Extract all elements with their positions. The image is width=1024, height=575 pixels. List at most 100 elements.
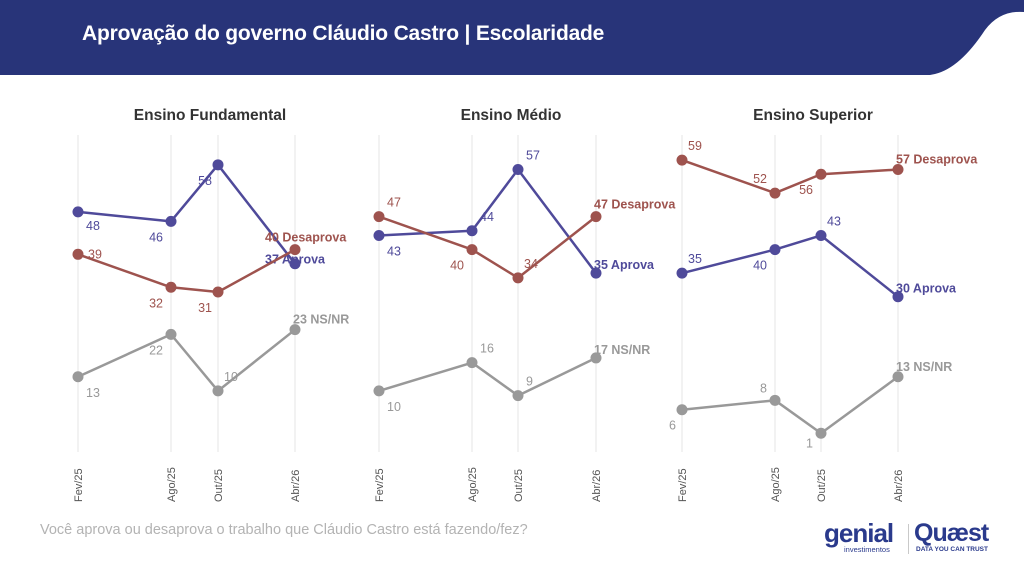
data-label: 39: [88, 247, 102, 261]
data-label: 46: [149, 230, 163, 244]
end-label-nsnr: 17 NS/NR: [594, 343, 650, 357]
data-point-desaprova: [512, 272, 524, 284]
series-line-aprova: [77, 163, 296, 265]
data-label: 43: [827, 214, 841, 228]
data-label: 16: [480, 342, 494, 356]
chart-panel-0: Ensino Fundamental Fev/25 Ago/25 Out/25 Abr/…: [72, 107, 349, 502]
data-label: 35: [688, 252, 702, 266]
survey-question: Você aprova ou desaprova o trabalho que …: [40, 522, 528, 538]
data-point-desaprova: [289, 244, 301, 256]
end-label-aprova: 35 Aprova: [594, 258, 655, 272]
x-tick-label: Ago/25: [770, 467, 782, 502]
data-point-nsnr: [815, 427, 827, 439]
end-label-nsnr: 13 NS/NR: [896, 360, 952, 374]
data-label: 10: [224, 370, 238, 384]
data-label: 58: [198, 174, 212, 188]
data-point-desaprova: [769, 187, 781, 199]
data-label: 44: [480, 210, 494, 224]
data-point-aprova: [815, 229, 827, 241]
data-point-desaprova: [165, 281, 177, 293]
data-label: 8: [760, 381, 767, 395]
data-point-aprova: [466, 225, 478, 237]
x-tick-label: Out/25: [213, 469, 225, 502]
x-tick-label: Fev/25: [73, 468, 85, 502]
series-line-desaprova: [77, 248, 296, 294]
data-point-desaprova: [466, 244, 478, 256]
data-point-aprova: [212, 159, 224, 171]
genial-logo-subtitle: investimentos: [844, 545, 890, 554]
series-line-nsnr: [378, 356, 597, 397]
x-tick-label: Abr/26: [893, 470, 905, 502]
data-point-desaprova: [892, 164, 904, 176]
data-label: 43: [387, 244, 401, 258]
data-label: 31: [198, 301, 212, 315]
data-point-desaprova: [815, 168, 827, 180]
x-tick-label: Fev/25: [677, 468, 689, 502]
data-point-aprova: [676, 267, 688, 279]
data-point-nsnr: [466, 357, 478, 369]
end-label-aprova: 30 Aprova: [896, 282, 957, 296]
data-label: 57: [526, 149, 540, 163]
x-tick-label: Out/25: [816, 469, 828, 502]
data-point-aprova: [892, 291, 904, 303]
data-point-aprova: [165, 215, 177, 227]
data-label: 40: [450, 259, 464, 273]
data-point-desaprova: [373, 211, 385, 223]
header-background: [0, 0, 1024, 75]
chart-panel-1: Ensino Médio Fev/25 Ago/25 Out/25 Abr/26 43 44…: [373, 107, 676, 502]
x-tick-label: Ago/25: [467, 467, 479, 502]
genial-logo: genial: [824, 518, 894, 548]
data-label: 13: [86, 386, 100, 400]
data-label: 59: [688, 139, 702, 153]
logos: genial investimentos Quæst DATA YOU CAN …: [824, 520, 994, 556]
header-banner: Aprovação do governo Cláudio Castro | Es…: [0, 0, 1024, 76]
series-line-desaprova: [378, 215, 597, 280]
data-label: 52: [753, 172, 767, 186]
data-label: 1: [806, 436, 813, 450]
end-label-nsnr: 23 NS/NR: [293, 313, 349, 327]
data-label: 9: [526, 375, 533, 389]
data-point-nsnr: [892, 371, 904, 383]
series-line-nsnr: [77, 328, 296, 393]
charts-container: Ensino Fundamental Fev/25 Ago/25 Out/25 Abr/…: [72, 107, 978, 502]
data-point-nsnr: [676, 404, 688, 416]
x-tick-label: Abr/26: [591, 470, 603, 502]
panel-title: Ensino Fundamental: [134, 107, 286, 124]
data-point-aprova: [590, 267, 602, 279]
data-point-desaprova: [212, 286, 224, 298]
panel-title: Ensino Médio: [461, 107, 562, 124]
quaest-logo: Quæst: [914, 519, 989, 547]
end-label-desaprova: 47 Desaprova: [594, 198, 676, 212]
x-tick-label: Ago/25: [166, 467, 178, 502]
data-point-desaprova: [72, 248, 84, 260]
data-label: 34: [524, 257, 538, 271]
data-point-desaprova: [676, 154, 688, 166]
data-point-nsnr: [373, 385, 385, 397]
chart-panel-2: Ensino Superior Fev/25 Ago/25 Out/25 Abr/26 3…: [669, 107, 978, 502]
data-point-nsnr: [769, 394, 781, 406]
series-line-nsnr: [681, 375, 899, 435]
end-label-aprova: 37 Aprova: [265, 253, 326, 267]
data-point-nsnr: [72, 371, 84, 383]
data-point-nsnr: [289, 324, 301, 336]
data-label: 10: [387, 400, 401, 414]
x-tick-label: Abr/26: [290, 470, 302, 502]
panel-title: Ensino Superior: [753, 107, 873, 124]
data-label: 56: [799, 183, 813, 197]
data-label: 40: [753, 259, 767, 273]
page-title: Aprovação do governo Cláudio Castro | Es…: [82, 22, 605, 45]
data-point-nsnr: [590, 352, 602, 364]
data-point-nsnr: [512, 390, 524, 402]
data-label: 22: [149, 343, 163, 357]
end-label-desaprova: 40 Desaprova: [265, 231, 347, 245]
data-point-aprova: [373, 229, 385, 241]
series-line-desaprova: [681, 158, 899, 195]
series-line-aprova: [681, 234, 899, 298]
x-tick-label: Fev/25: [374, 468, 386, 502]
data-point-aprova: [72, 206, 84, 218]
data-label: 6: [669, 419, 676, 433]
data-label: 47: [387, 196, 401, 210]
quaest-logo-subtitle: DATA YOU CAN TRUST: [916, 546, 988, 553]
data-point-aprova: [512, 164, 524, 176]
logo-divider: [908, 524, 909, 554]
